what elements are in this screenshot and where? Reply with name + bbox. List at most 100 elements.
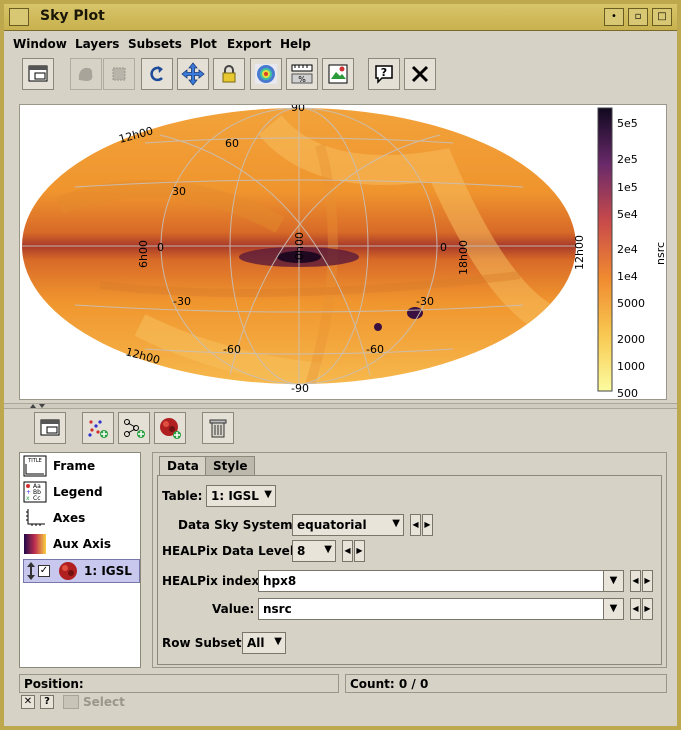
menu-export[interactable]: Export <box>227 37 272 51</box>
colorbar-tick: 1e4 <box>617 270 638 283</box>
chevron-down-icon: ▼ <box>264 489 272 500</box>
axis-ruler-button[interactable]: % <box>286 58 318 90</box>
chevron-down-icon: ▼ <box>274 636 282 647</box>
prev-arrow-icon[interactable]: ◀ <box>342 540 353 562</box>
sky-plot-area[interactable]: 90 -90 60 30 0 -30 -60 0 -30 -60 12h00 6… <box>19 101 667 400</box>
prev-arrow-icon[interactable]: ◀ <box>410 514 421 536</box>
lock-aspect-button[interactable] <box>213 58 245 90</box>
level-stepper[interactable]: ◀ ▶ <box>342 540 366 562</box>
layer-config-panel: Data Style Table: 1: IGSL ▼ Data Sky Syst… <box>152 452 667 668</box>
menu-plot[interactable]: Plot <box>190 37 217 51</box>
position-status: Position: <box>19 674 339 693</box>
maximize-button[interactable]: ▫ <box>628 8 648 26</box>
colorbar-tick: 2000 <box>617 333 645 346</box>
split-arrows-icon[interactable] <box>28 403 48 409</box>
row-subset-select[interactable]: All ▼ <box>242 632 286 654</box>
value-stepper[interactable]: ◀ ▶ <box>630 598 654 620</box>
healpix-index-value: hpx8 <box>263 574 297 588</box>
healpix-add-icon <box>160 418 181 439</box>
healpix-index-stepper[interactable]: ◀ ▶ <box>630 570 654 592</box>
trash-icon <box>209 419 227 438</box>
next-arrow-icon[interactable]: ▶ <box>642 598 653 620</box>
clear-icon[interactable]: ✕ <box>21 695 35 709</box>
menu-layers[interactable]: Layers <box>75 37 120 51</box>
image-export-button[interactable] <box>322 58 354 90</box>
window-icon-button[interactable] <box>22 58 54 90</box>
lat-minus60-label: -60 <box>223 343 241 356</box>
value-field-value: nsrc <box>263 602 292 616</box>
delete-layer-button[interactable] <box>202 412 234 444</box>
healpix-icon <box>59 562 77 580</box>
move-icon <box>181 62 205 86</box>
svg-text:%: % <box>298 75 306 84</box>
menu-subsets[interactable]: Subsets <box>128 37 182 51</box>
select-label[interactable]: Select <box>83 695 125 709</box>
layer-item-frame[interactable]: TITLE Frame <box>23 455 140 479</box>
lat-60-label: 60 <box>225 137 239 150</box>
layer-item-aux-axis[interactable]: Aux Axis <box>23 533 140 557</box>
level-value: 8 <box>297 544 306 558</box>
select-icon <box>63 695 79 709</box>
add-pair-layer-button[interactable] <box>118 412 150 444</box>
table-select[interactable]: 1: IGSL ▼ <box>206 485 276 507</box>
colorbar-tick: 1e5 <box>617 181 638 194</box>
menu-window[interactable]: Window <box>13 37 67 51</box>
prev-arrow-icon[interactable]: ◀ <box>630 570 641 592</box>
value-field[interactable]: nsrc ▼ <box>258 598 624 620</box>
svg-text:TITLE: TITLE <box>27 458 42 464</box>
help-button[interactable]: ? <box>368 58 400 90</box>
help-small-icon[interactable]: ? <box>40 695 54 709</box>
sky-system-select[interactable]: equatorial ▼ <box>292 514 404 536</box>
move-button[interactable] <box>177 58 209 90</box>
prev-arrow-icon[interactable]: ◀ <box>630 598 641 620</box>
split-divider[interactable] <box>4 403 677 409</box>
layer-window-button[interactable] <box>34 412 66 444</box>
layer-item-igsl[interactable]: ✓ 1: IGSL <box>23 559 140 583</box>
healpix-index-field[interactable]: hpx8 ▼ <box>258 570 624 592</box>
close-window-button[interactable]: □ <box>652 8 672 26</box>
zoom-box-icon <box>112 67 126 81</box>
colorbar-tick: 5e5 <box>617 117 638 130</box>
legend-icon: Aa+ Bbx Cc <box>23 481 47 503</box>
chevron-down-icon[interactable]: ▼ <box>603 599 623 619</box>
svg-text:Cc: Cc <box>33 495 41 502</box>
minimize-button[interactable]: • <box>604 8 624 26</box>
close-icon <box>411 65 429 83</box>
system-menu-icon[interactable] <box>9 8 29 26</box>
tab-style[interactable]: Style <box>205 456 256 476</box>
level-label: HEALPix Data Level: <box>162 544 299 558</box>
chevron-down-icon[interactable]: ▼ <box>603 571 623 591</box>
close-button[interactable] <box>404 58 436 90</box>
next-arrow-icon[interactable]: ▶ <box>642 570 653 592</box>
main-toolbar: % ? <box>16 56 656 94</box>
window-icon <box>28 65 48 82</box>
add-healpix-layer-button[interactable] <box>154 412 186 444</box>
ra-18h-label: 18h00 <box>457 240 470 275</box>
window-title: Sky Plot <box>40 8 105 24</box>
density-button[interactable] <box>250 58 282 90</box>
level-select[interactable]: 8 ▼ <box>292 540 336 562</box>
layer-visible-checkbox[interactable]: ✓ <box>38 565 50 577</box>
drag-handle-icon[interactable] <box>25 560 37 582</box>
table-select-value: 1: IGSL <box>211 489 259 503</box>
lat-minus90-label: -90 <box>291 382 309 395</box>
title-bar[interactable]: Sky Plot • ▫ □ <box>4 4 677 31</box>
layer-item-axes[interactable]: Axes <box>23 507 140 531</box>
axes-icon <box>24 508 46 528</box>
svg-text:+: + <box>26 489 31 496</box>
lat-90-label: 90 <box>291 105 305 114</box>
layer-item-legend[interactable]: Aa + Bb x Cc Legend <box>23 481 140 505</box>
scatter-add-icon <box>88 420 108 438</box>
menu-help[interactable]: Help <box>280 37 311 51</box>
sky-texture <box>56 114 566 384</box>
next-arrow-icon[interactable]: ▶ <box>354 540 365 562</box>
blob-button[interactable] <box>70 58 102 90</box>
zoom-box-button[interactable] <box>103 58 135 90</box>
add-points-layer-button[interactable] <box>82 412 114 444</box>
healpix-index-label: HEALPix index: <box>162 574 264 588</box>
rotate-button[interactable] <box>141 58 173 90</box>
next-arrow-icon[interactable]: ▶ <box>422 514 433 536</box>
sky-plot-canvas[interactable]: 90 -90 60 30 0 -30 -60 0 -30 -60 12h00 6… <box>20 101 667 400</box>
sky-system-stepper[interactable]: ◀ ▶ <box>410 514 434 536</box>
tab-data[interactable]: Data <box>159 456 207 476</box>
